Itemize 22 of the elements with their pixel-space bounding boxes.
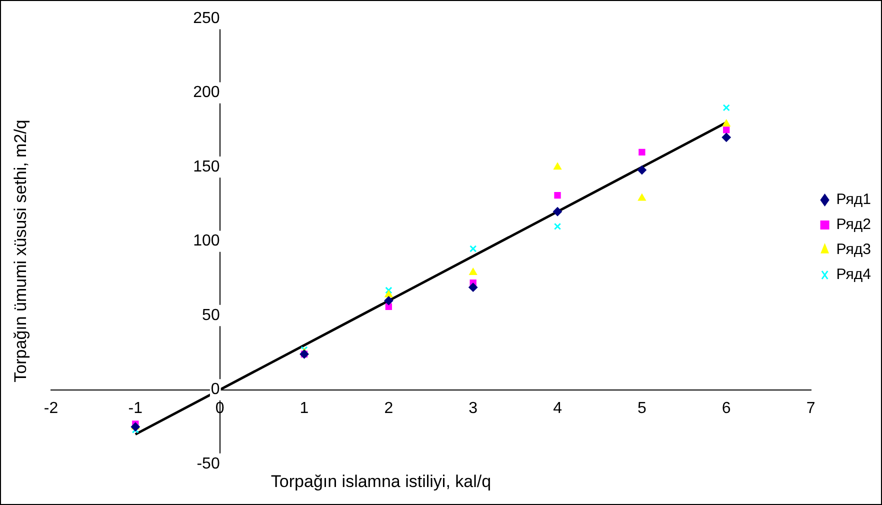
- x-axis-title: Torpağın islamna istiliyi, kal/q: [270, 472, 492, 492]
- legend-label: Ряд1: [836, 191, 872, 208]
- y-tick-label: 0: [210, 381, 220, 398]
- y-axis-title: Torpağın ümumi xüsusi sethi, m2/q: [11, 120, 31, 382]
- x-tick-label: 5: [637, 400, 646, 417]
- y-tick-label: 100: [193, 232, 220, 250]
- x-tick-label: 4: [553, 400, 562, 417]
- legend-label: Ряд4: [836, 266, 872, 284]
- x-tick-label: -1: [128, 400, 143, 417]
- x-tick-label: 3: [468, 400, 478, 417]
- x-tick-label: 2: [384, 400, 394, 417]
- x-tick-label: 6: [722, 400, 731, 417]
- y-tick-label: 150: [193, 158, 220, 176]
- y-tick-label: 250: [193, 10, 220, 28]
- legend-label: Ряд2: [836, 216, 872, 234]
- y-tick-label: 200: [193, 84, 220, 102]
- legend-label: Ряд3: [836, 241, 872, 258]
- x-tick-label: 7: [806, 400, 816, 417]
- y-tick-label: 50: [202, 306, 220, 324]
- x-tick-label: -2: [44, 400, 58, 417]
- x-tick-label: 1: [300, 400, 309, 417]
- y-tick-label: -50: [196, 455, 220, 472]
